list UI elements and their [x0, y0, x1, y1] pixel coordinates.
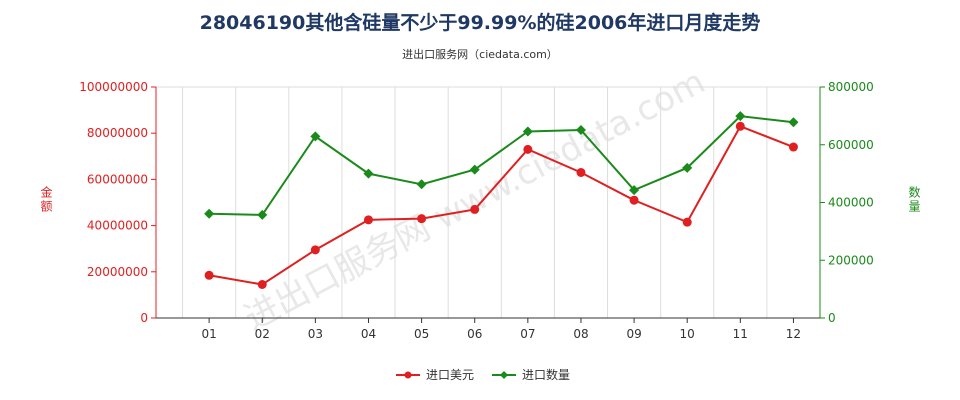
- y-tick-label-right: 600000: [828, 138, 874, 152]
- series-point-1: [204, 270, 214, 280]
- series-point-1: [576, 167, 586, 177]
- x-tick-label: 02: [255, 327, 270, 341]
- y-axis-left-label: 金额: [39, 186, 53, 214]
- series-point-2: [469, 164, 480, 175]
- series-line-1: [208, 125, 794, 286]
- series-point-2: [204, 208, 215, 219]
- series-point-2: [682, 162, 693, 173]
- y-tick-label-left: 0: [140, 311, 148, 325]
- x-tick-label: 06: [467, 327, 482, 341]
- y-tick-label-left: 100000000: [79, 80, 148, 94]
- x-tick-label: 11: [733, 327, 748, 341]
- y-tick-label-left: 80000000: [87, 126, 148, 140]
- x-tick-label: 08: [573, 327, 588, 341]
- x-tick-label: 04: [361, 327, 376, 341]
- legend-label-2: 进口数量: [522, 367, 570, 382]
- y-axis-right-label: 数量: [907, 186, 921, 214]
- x-tick-label: 01: [201, 327, 216, 341]
- series-point-1: [310, 245, 320, 255]
- series-point-2: [788, 117, 799, 128]
- chart-title: 28046190其他含硅量不少于99.99%的硅2006年进口月度走势: [199, 12, 761, 34]
- y-tick-label-right: 0: [828, 311, 836, 325]
- x-tick-label: 12: [786, 327, 801, 341]
- y-tick-label-left: 20000000: [87, 265, 148, 279]
- series-point-2: [363, 168, 374, 179]
- series-point-2: [575, 125, 586, 136]
- x-tick-label: 10: [680, 327, 695, 341]
- series-point-1: [417, 214, 427, 224]
- chart-subtitle: 进出口服务网（ciedata.com）: [402, 48, 558, 61]
- legend-marker-2: [500, 371, 508, 379]
- legend-label-1: 进口美元: [426, 368, 474, 382]
- series-point-1: [735, 121, 745, 131]
- series-point-2: [416, 179, 427, 190]
- y-tick-label-right: 400000: [828, 196, 874, 210]
- x-tick-label: 05: [414, 327, 429, 341]
- series-point-1: [629, 195, 639, 205]
- series-point-1: [470, 204, 480, 214]
- series-line-2: [209, 115, 794, 216]
- x-tick-label: 09: [626, 327, 641, 341]
- series-point-1: [363, 215, 373, 225]
- y-tick-label-right: 800000: [828, 80, 874, 94]
- series-point-2: [735, 111, 746, 122]
- legend-marker-1: [404, 371, 412, 379]
- series-point-1: [257, 280, 267, 290]
- series-point-2: [310, 131, 321, 142]
- watermark: 进出口服务网 www.ciedata.com: [238, 62, 711, 339]
- x-tick-label: 03: [308, 327, 323, 341]
- y-tick-label-left: 60000000: [87, 172, 148, 186]
- y-tick-label-right: 200000: [828, 253, 874, 267]
- series-point-2: [257, 209, 268, 220]
- series-point-2: [629, 185, 640, 196]
- series-point-1: [682, 217, 692, 227]
- series-point-2: [522, 126, 533, 137]
- series-point-1: [788, 142, 798, 152]
- series-point-1: [523, 144, 533, 154]
- x-tick-label: 07: [520, 327, 535, 341]
- y-tick-label-left: 40000000: [87, 219, 148, 233]
